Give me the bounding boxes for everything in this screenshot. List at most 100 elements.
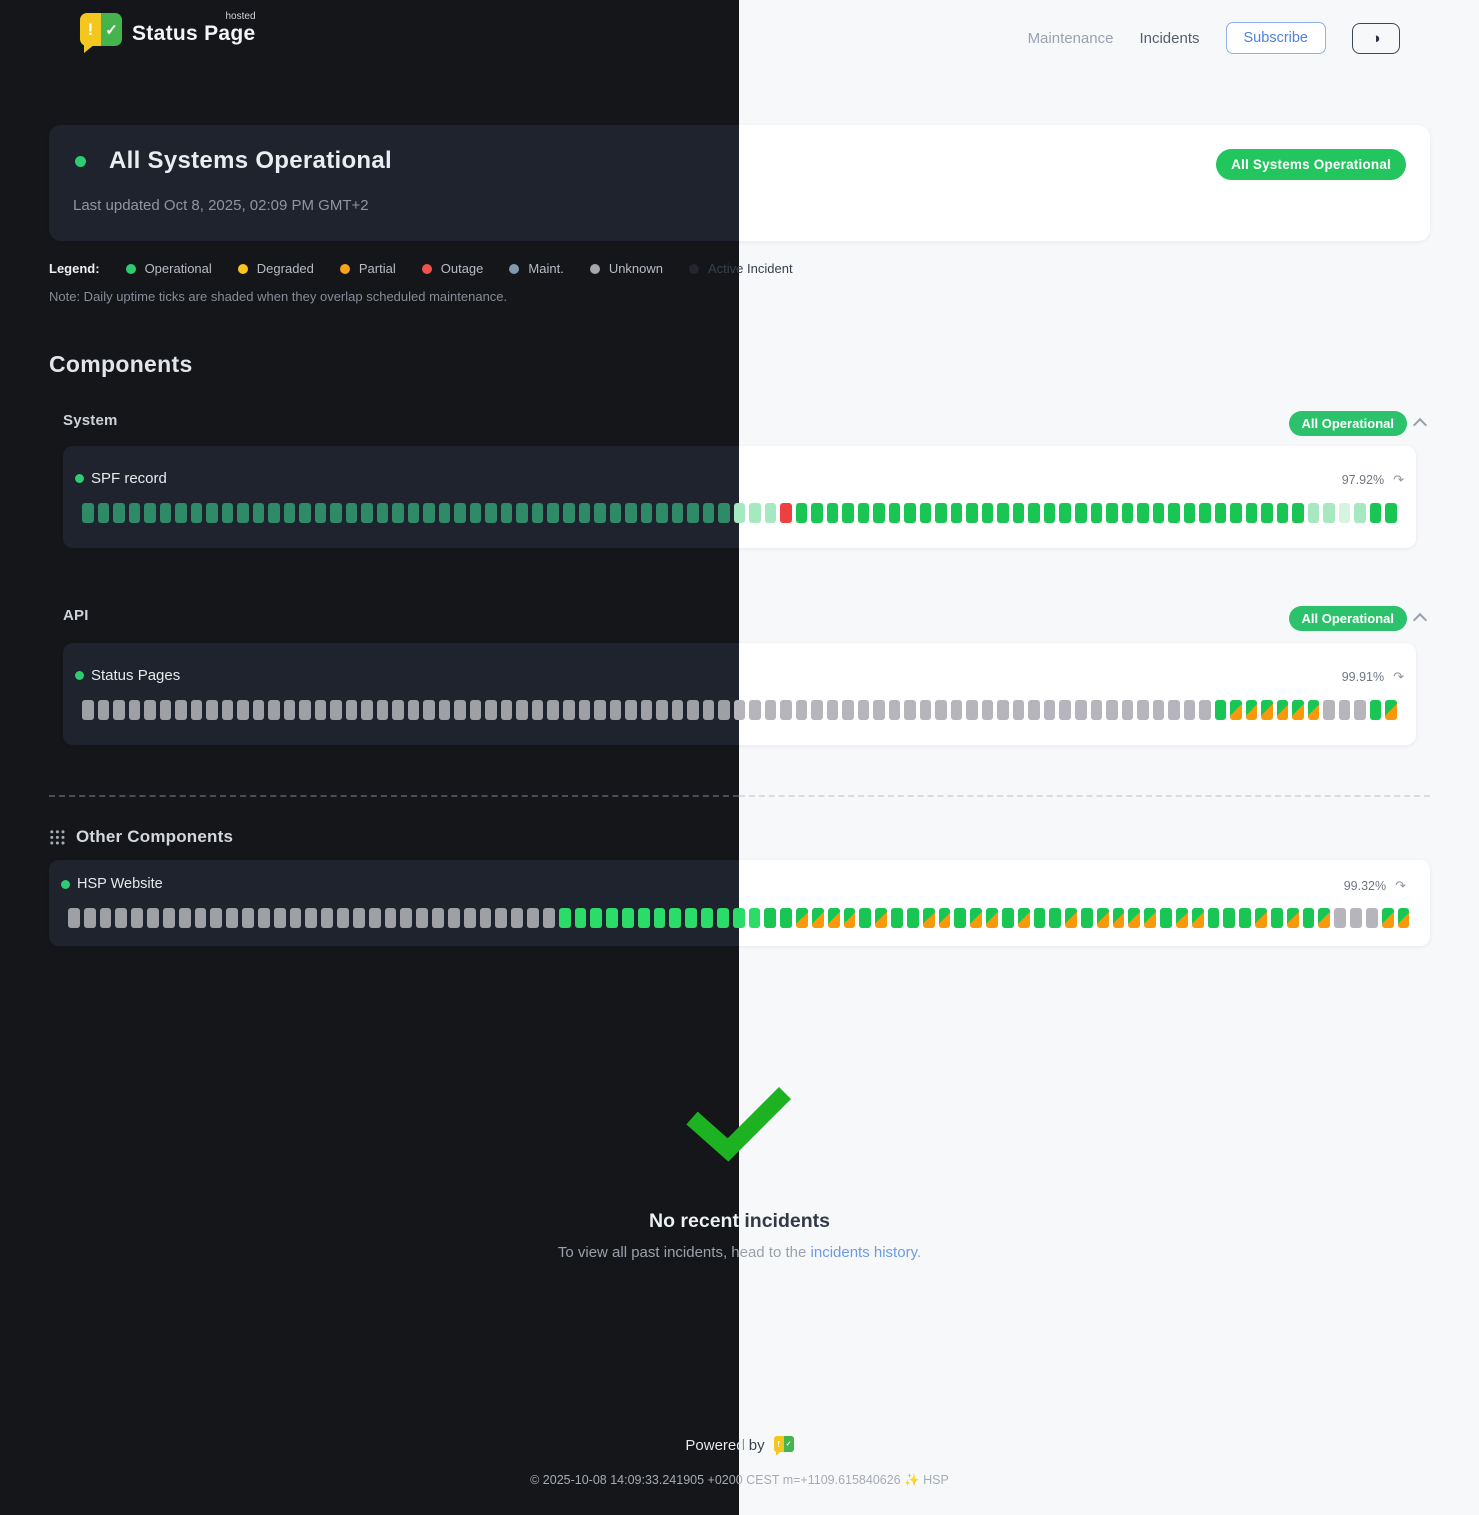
uptime-tick bbox=[1160, 908, 1172, 928]
uptime-tick bbox=[919, 503, 932, 523]
uptime-tick bbox=[935, 503, 947, 523]
nav-maintenance-link[interactable]: Maintenance bbox=[1027, 29, 1114, 47]
uptime-tick bbox=[128, 700, 141, 720]
uptime-tick bbox=[780, 503, 792, 523]
uptime-tick bbox=[210, 908, 223, 928]
legend-dot-icon bbox=[125, 263, 136, 274]
uptime-tick bbox=[857, 503, 870, 523]
uptime-tick bbox=[1214, 700, 1227, 720]
uptime-tick bbox=[144, 700, 156, 720]
uptime-tick bbox=[1230, 503, 1242, 523]
uptime-tick bbox=[268, 503, 280, 523]
group-name-api: API bbox=[63, 607, 89, 624]
uptime-tick bbox=[671, 503, 684, 523]
uptime-tick bbox=[1106, 503, 1118, 523]
uptime-tick bbox=[485, 503, 497, 523]
uptime-tick bbox=[82, 503, 94, 523]
trend-arrow-icon: ↷ bbox=[1393, 669, 1404, 684]
uptime-tick bbox=[330, 700, 342, 720]
uptime-tick bbox=[1397, 908, 1410, 928]
uptime-tick bbox=[82, 700, 94, 720]
uptime-tick bbox=[1255, 908, 1267, 928]
uptime-tick bbox=[764, 700, 777, 720]
uptime-tick bbox=[407, 503, 420, 523]
subscribe-button[interactable]: Subscribe bbox=[1225, 22, 1326, 54]
app-logo[interactable]: ! ✓ Status Page hosted bbox=[80, 11, 256, 53]
uptime-tick bbox=[1168, 700, 1180, 720]
uptime-tick bbox=[891, 908, 903, 928]
chevron-up-icon[interactable] bbox=[1414, 612, 1426, 624]
uptime-tick bbox=[1307, 503, 1320, 523]
footer-logo-icon[interactable]: ! ✓ bbox=[773, 1436, 794, 1456]
uptime-percent: 99.91% bbox=[1341, 670, 1385, 684]
uptime-tick bbox=[159, 700, 172, 720]
uptime-tick bbox=[578, 700, 591, 720]
uptime-tick bbox=[842, 700, 854, 720]
uptime-tick bbox=[1043, 700, 1056, 720]
uptime-tick bbox=[625, 700, 637, 720]
other-components-header: Other Components bbox=[49, 827, 233, 847]
uptime-tick bbox=[447, 908, 460, 928]
uptime-tick bbox=[190, 700, 203, 720]
uptime-tick bbox=[1081, 908, 1093, 928]
uptime-tick bbox=[1090, 700, 1103, 720]
uptime-tick bbox=[1369, 700, 1382, 720]
uptime-tick bbox=[113, 503, 125, 523]
legend-dot-icon bbox=[689, 263, 700, 274]
uptime-tick bbox=[252, 700, 265, 720]
uptime-tick bbox=[531, 700, 544, 720]
uptime-tick bbox=[1183, 700, 1196, 720]
uptime-tick bbox=[516, 700, 528, 720]
component-status-dot bbox=[75, 671, 84, 680]
chevron-up-icon[interactable] bbox=[1414, 417, 1426, 429]
legend-dot-icon bbox=[509, 263, 520, 274]
uptime-tick bbox=[1354, 700, 1366, 720]
component-status-dot bbox=[75, 474, 84, 483]
uptime-tick bbox=[305, 908, 318, 928]
uptime-tick bbox=[859, 908, 872, 928]
uptime-tick bbox=[221, 503, 234, 523]
uptime-tick bbox=[175, 503, 187, 523]
uptime-tick bbox=[1175, 908, 1188, 928]
uptime-tick bbox=[922, 908, 935, 928]
uptime-tick bbox=[337, 908, 349, 928]
grid-icon bbox=[49, 829, 65, 845]
uptime-tick bbox=[392, 503, 404, 523]
uptime-tick bbox=[1183, 503, 1196, 523]
last-updated-text: Last updated Oct 8, 2025, 02:09 PM GMT+2 bbox=[73, 197, 369, 214]
logo-alert-glyph: ! bbox=[80, 13, 101, 46]
uptime-tick bbox=[640, 700, 653, 720]
uptime-tick bbox=[1223, 908, 1236, 928]
uptime-tick bbox=[687, 503, 699, 523]
nav-incidents-link[interactable]: Incidents bbox=[1139, 29, 1200, 47]
legend-item: Partial bbox=[339, 261, 396, 276]
uptime-tick bbox=[826, 503, 839, 523]
uptime-tick bbox=[1276, 503, 1289, 523]
uptime-tick bbox=[221, 700, 234, 720]
uptime-tick bbox=[780, 908, 793, 928]
uptime-tick bbox=[997, 503, 1009, 523]
uptime-tick bbox=[547, 700, 559, 720]
component-name: HSP Website bbox=[77, 876, 163, 892]
legend-item-label: Degraded bbox=[256, 261, 314, 276]
component-card-spf: SPF record 97.92% ↷ bbox=[63, 446, 1416, 548]
uptime-tick bbox=[811, 908, 824, 928]
uptime-tick bbox=[811, 700, 823, 720]
legend-dot-icon bbox=[339, 263, 350, 274]
uptime-tick bbox=[454, 503, 466, 523]
uptime-tick bbox=[827, 908, 840, 928]
uptime-tick bbox=[1385, 700, 1397, 720]
brand-hosted-badge: hosted bbox=[225, 11, 256, 22]
logo-check-glyph: ✓ bbox=[783, 1436, 794, 1452]
uptime-tick bbox=[701, 908, 713, 928]
uptime-tick bbox=[1338, 503, 1351, 523]
uptime-tick bbox=[178, 908, 191, 928]
uptime-tick bbox=[640, 503, 653, 523]
trend-arrow-icon: ↷ bbox=[1393, 472, 1404, 487]
uptime-tick bbox=[162, 908, 175, 928]
incidents-history-link[interactable]: incidents history bbox=[810, 1244, 917, 1261]
theme-toggle-button[interactable]: ◑ bbox=[1352, 22, 1400, 54]
uptime-tick bbox=[1001, 908, 1014, 928]
component-status-dot bbox=[61, 879, 70, 889]
